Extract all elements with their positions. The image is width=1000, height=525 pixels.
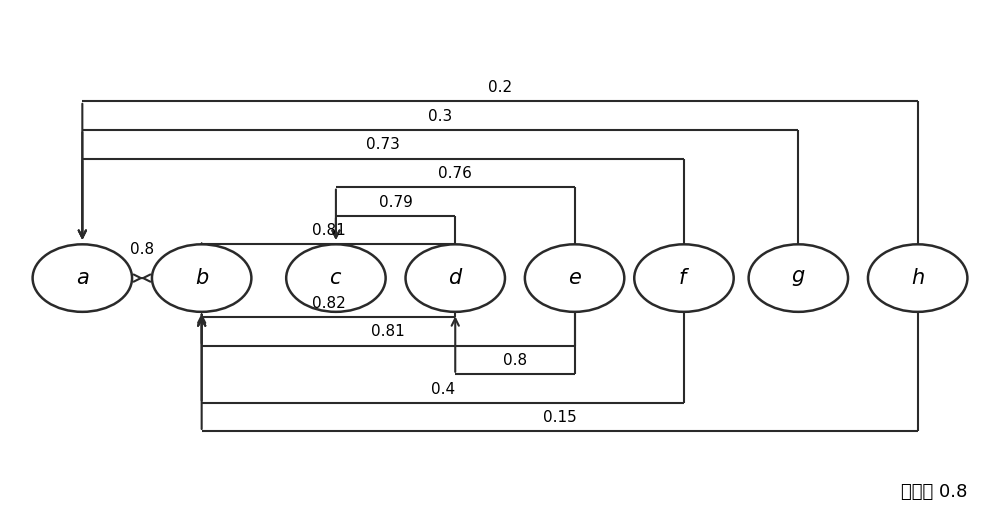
Text: $\it{b}$: $\it{b}$ — [195, 268, 209, 288]
Ellipse shape — [286, 244, 386, 312]
Text: 0.3: 0.3 — [428, 109, 452, 124]
Text: 0.81: 0.81 — [312, 223, 345, 238]
Ellipse shape — [406, 244, 505, 312]
Text: 0.8: 0.8 — [503, 353, 527, 368]
Text: $\it{f}$: $\it{f}$ — [678, 268, 690, 288]
Text: 0.2: 0.2 — [488, 80, 512, 95]
Text: 0.4: 0.4 — [431, 382, 455, 396]
Ellipse shape — [152, 244, 251, 312]
Ellipse shape — [868, 244, 967, 312]
Text: 0.79: 0.79 — [379, 195, 413, 209]
Text: $\it{e}$: $\it{e}$ — [568, 268, 582, 288]
Text: 0.81: 0.81 — [371, 324, 405, 339]
Text: 0.76: 0.76 — [438, 166, 472, 181]
Ellipse shape — [749, 244, 848, 312]
Text: $\it{a}$: $\it{a}$ — [76, 268, 89, 288]
Ellipse shape — [634, 244, 734, 312]
Ellipse shape — [525, 244, 624, 312]
Text: $\it{h}$: $\it{h}$ — [911, 268, 925, 288]
Text: 0.73: 0.73 — [366, 138, 400, 152]
Text: 0.15: 0.15 — [543, 410, 577, 425]
Text: $\it{c}$: $\it{c}$ — [329, 268, 343, 288]
Text: 阈値： 0.8: 阈値： 0.8 — [901, 484, 967, 501]
Text: 0.82: 0.82 — [312, 296, 345, 311]
Text: $\it{g}$: $\it{g}$ — [791, 268, 806, 288]
Ellipse shape — [33, 244, 132, 312]
Text: 0.8: 0.8 — [130, 243, 154, 257]
Text: $\it{d}$: $\it{d}$ — [448, 268, 463, 288]
